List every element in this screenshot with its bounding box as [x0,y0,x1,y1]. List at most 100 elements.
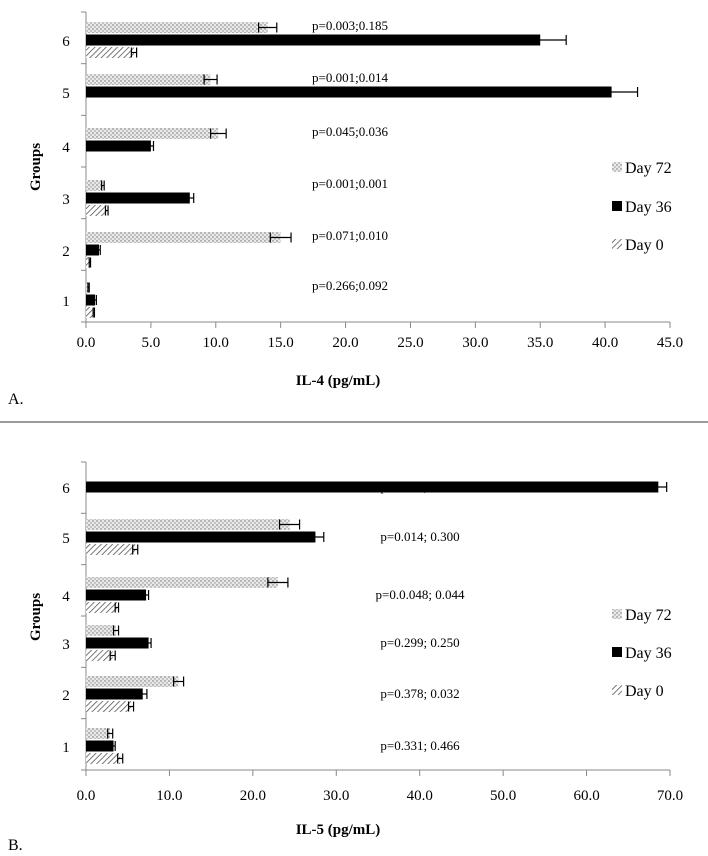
x-axis-title: IL-4 (pg/mL) [296,373,381,389]
bar-day-72 [86,128,219,139]
x-tick-label: 50.0 [490,788,516,804]
legend-swatch [612,201,622,211]
y-axis-title: Groups [28,593,44,641]
bar-day-72 [86,232,281,243]
error-bar [87,282,90,293]
error-bar [109,650,116,661]
error-bar [649,482,668,492]
p-value-annotation: p=0.001;0.014 [312,70,388,85]
bar-day-0 [86,602,117,613]
x-tick-label: 35.0 [527,335,553,351]
error-bar [137,689,148,699]
error-bar [132,544,139,555]
bar-day-36 [86,688,143,700]
bar-day-72 [86,282,89,293]
x-tick-label: 30.0 [323,788,349,804]
p-value-annotation: p=0.071;0.010 [312,228,388,243]
legend-item: Day 0 [612,237,664,254]
x-tick-label: 30.0 [462,335,488,351]
x-tick-label: 60.0 [573,788,599,804]
bar-day-36 [86,481,659,493]
legend-label: Day 0 [625,683,664,700]
x-tick-label: 70.0 [657,788,683,804]
bar-day-72 [86,676,179,687]
error-bar [104,205,109,216]
category-label: 5 [62,86,70,102]
error-bar [306,532,325,542]
category-label: 1 [62,294,70,310]
error-bar [269,232,292,243]
error-bar [513,35,567,45]
category-label: 3 [62,637,70,653]
category-label: 3 [62,192,70,208]
bar-day-36 [86,140,151,152]
category-label: 2 [62,244,70,260]
legend-swatch [612,609,622,619]
category-label: 4 [62,140,70,156]
bar-day-36 [86,637,149,649]
x-tick-label: 20.0 [240,788,266,804]
x-tick-label: 40.0 [592,335,618,351]
bar-day-72 [86,625,117,636]
p-value-annotation: p=0.378; 0.032 [380,686,459,701]
error-bar [92,307,96,318]
x-tick-label: 20.0 [332,335,358,351]
x-tick-label: 40.0 [407,788,433,804]
error-bar [111,741,116,751]
legend-item: Day 72 [612,607,672,624]
category-label: 1 [62,740,70,756]
error-bar [100,180,105,191]
error-bar [107,728,114,739]
bar-day-36 [86,244,99,256]
bar-day-36 [86,589,147,601]
error-bar [278,519,301,530]
error-bar [142,590,150,600]
error-bar [130,47,138,58]
bar-day-36 [86,740,114,752]
panel-a-il4-chart: 0.0 5.0 10.0 15.0 20.0 25.0 30.0 35.0 40.0 45.0 1 2… [8,11,683,408]
p-value-annotation: p=0.0.048; 0.044 [376,587,465,602]
error-bar [97,245,101,255]
legend-label: Day 72 [625,160,672,177]
bar-day-72 [86,519,290,530]
error-bar [267,577,289,588]
error-bar [585,87,639,97]
error-bar [258,22,278,33]
bar-day-0 [86,307,94,318]
category-label: 2 [62,688,70,704]
legend-swatch [612,685,622,695]
bar-day-72 [86,577,278,588]
category-label: 5 [62,531,70,547]
bar-day-72 [86,728,111,739]
y-axis-title: Groups [28,143,44,191]
legend-item: Day 36 [612,199,672,216]
bar-day-36 [86,86,612,98]
error-bar [88,257,92,268]
error-bar [209,128,227,139]
x-tick-label: 0.0 [77,788,96,804]
legend-label: Day 36 [625,645,672,662]
x-tick-label: 45.0 [657,335,683,351]
x-tick-label: 0.0 [77,335,96,351]
bar-day-0 [86,650,113,661]
bar-day-0 [86,753,121,764]
x-tick-label: 5.0 [142,335,161,351]
bar-day-36 [86,192,190,204]
bar-day-0 [86,544,136,555]
bar-day-0 [86,257,90,268]
legend-label: Day 0 [625,237,664,254]
panel-b-il5-chart: 0.0 10.0 20.0 30.0 40.0 50.0 60.0 70.0 1 2 3 4 5 6 p=0… [8,461,683,854]
error-bar [173,676,185,687]
category-label: 6 [62,34,70,50]
legend-swatch [612,647,622,657]
bar-day-0 [86,47,135,58]
p-value-annotation: p=0.266;0.092 [312,278,388,293]
p-value-annotation: p=0.002; 0.047 [380,479,460,494]
bar-day-72 [86,74,211,85]
legend-label: Day 36 [625,199,672,216]
error-bar [147,141,155,151]
bar-day-72 [86,22,268,33]
bar-day-36 [86,294,96,306]
legend-label: Day 72 [625,607,672,624]
p-value-annotation: p=0.001;0.001 [312,176,388,191]
